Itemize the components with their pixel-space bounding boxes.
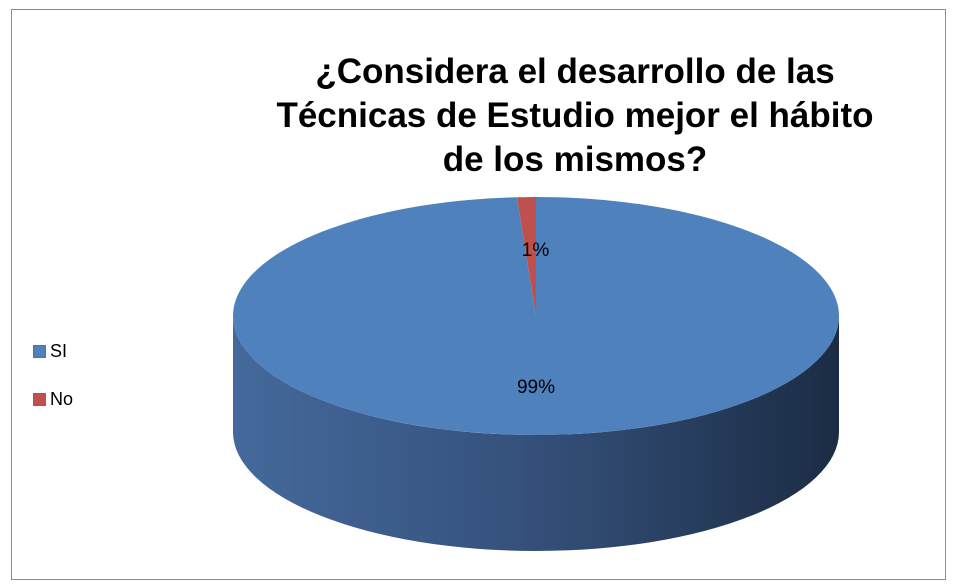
legend-label: SI bbox=[50, 341, 67, 361]
pie: 99% 1% bbox=[233, 197, 839, 551]
chart-title: ¿Considera el desarrollo de las Técnicas… bbox=[276, 52, 874, 179]
legend: SI No bbox=[33, 341, 73, 409]
data-label: 1% bbox=[522, 240, 550, 261]
pie-side bbox=[233, 316, 839, 551]
legend-swatch bbox=[33, 345, 46, 358]
data-label: 99% bbox=[517, 377, 555, 398]
legend-swatch bbox=[33, 393, 46, 406]
legend-label: No bbox=[50, 389, 73, 409]
title-box: ¿Considera el desarrollo de las Técnicas… bbox=[276, 52, 874, 179]
pie-slice bbox=[516, 197, 536, 316]
